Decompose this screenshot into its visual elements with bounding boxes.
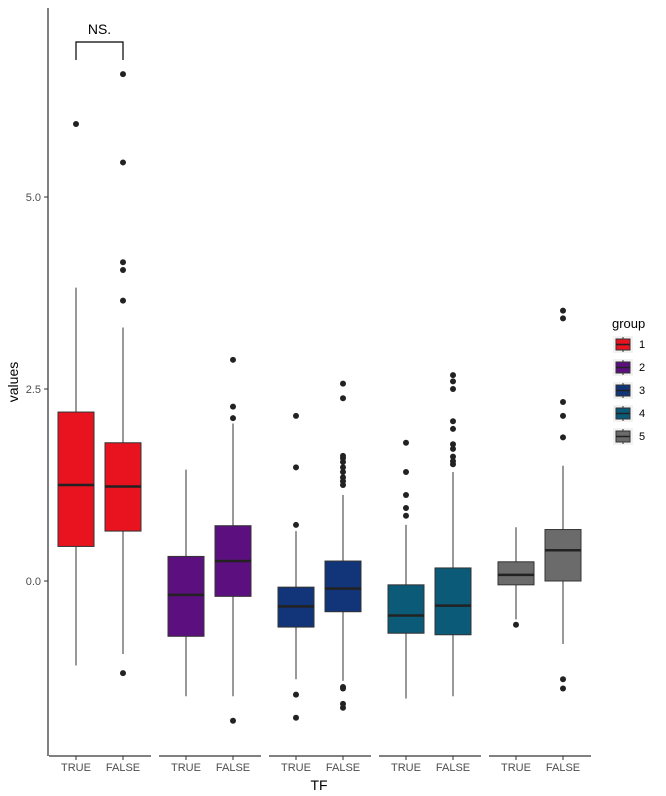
outlier-point <box>513 621 519 628</box>
outlier-point <box>560 412 566 419</box>
outlier-point <box>403 491 409 498</box>
axes: 0.0 2.5 5.0 TRUE FALSE TRUE FALSE TRUE FALSE TRUE… <box>26 8 591 774</box>
legend-label: 5 <box>639 431 645 443</box>
outlier-point <box>120 71 126 78</box>
y-axis-title: values <box>5 362 21 402</box>
legend-label: 2 <box>639 362 645 374</box>
legend-item: 1 <box>613 336 645 353</box>
legend-title: group <box>612 316 645 331</box>
x-tick-label: FALSE <box>326 762 360 774</box>
x-tick-label: FALSE <box>436 762 470 774</box>
box <box>497 561 535 586</box>
legend-item: 4 <box>613 405 645 422</box>
outlier-point <box>230 415 236 422</box>
significance-bracket <box>75 41 124 60</box>
x-tick-label: TRUE <box>171 762 201 774</box>
x-tick-label: TRUE <box>501 762 531 774</box>
outlier-point <box>403 439 409 446</box>
outlier-point <box>403 505 409 512</box>
outlier-point <box>450 425 456 432</box>
y-tick-label: 2.5 <box>26 384 41 396</box>
outlier-point <box>340 474 346 481</box>
box <box>324 560 362 613</box>
significance-annotation: NS. <box>75 21 124 60</box>
outlier-point <box>340 464 346 471</box>
x-tick-label: FALSE <box>546 762 580 774</box>
legend-item: 2 <box>613 359 645 376</box>
outlier-point <box>73 121 79 128</box>
outlier-point <box>560 399 566 406</box>
outlier-point <box>340 380 346 387</box>
outlier-point <box>120 259 126 266</box>
outlier-point <box>403 468 409 475</box>
outlier-point <box>403 512 409 519</box>
outlier-point <box>450 453 456 460</box>
outlier-point <box>340 468 346 475</box>
outlier-point <box>450 458 456 465</box>
outlier-point <box>450 372 456 379</box>
outlier-point <box>450 445 456 452</box>
significance-label: NS. <box>88 21 111 37</box>
outlier-point <box>340 395 346 402</box>
outlier-point <box>450 378 456 385</box>
outlier-point <box>120 670 126 677</box>
y-tick-label: 5.0 <box>26 192 41 204</box>
outlier-point <box>293 521 299 528</box>
x-tick-label: FALSE <box>106 762 140 774</box>
legend-label: 3 <box>639 385 645 397</box>
outlier-point <box>230 403 236 410</box>
outlier-point <box>560 434 566 441</box>
legend-item: 5 <box>613 428 645 445</box>
outlier-point <box>120 159 126 166</box>
x-tick-label: TRUE <box>391 762 421 774</box>
outlier-point <box>560 676 566 683</box>
legend-label: 1 <box>639 339 645 351</box>
x-tick-label: TRUE <box>281 762 311 774</box>
outlier-point <box>560 685 566 692</box>
outlier-point <box>120 266 126 273</box>
x-axis-title: TF <box>310 777 327 793</box>
plot-area <box>57 71 582 724</box>
outlier-point <box>293 464 299 471</box>
box <box>167 555 205 637</box>
outlier-point <box>340 452 346 459</box>
outlier-point <box>293 714 299 721</box>
x-tick-label: TRUE <box>61 762 91 774</box>
box <box>387 584 425 634</box>
legend: group 1 2 3 4 5 <box>612 316 645 445</box>
outlier-point <box>120 297 126 304</box>
outlier-point <box>340 685 346 692</box>
outlier-point <box>450 418 456 425</box>
y-tick-label: 0.0 <box>26 576 41 588</box>
outlier-point <box>560 307 566 314</box>
box <box>57 411 95 547</box>
outlier-point <box>230 717 236 724</box>
legend-item: 3 <box>613 382 645 399</box>
outlier-point <box>560 315 566 322</box>
outlier-point <box>340 704 346 711</box>
box <box>544 529 582 582</box>
outlier-point <box>450 441 456 448</box>
outlier-point <box>293 412 299 419</box>
outlier-point <box>230 356 236 363</box>
legend-label: 4 <box>639 408 645 420</box>
outlier-point <box>450 386 456 392</box>
box <box>434 567 472 636</box>
x-tick-label: FALSE <box>216 762 250 774</box>
outlier-point <box>293 691 299 698</box>
